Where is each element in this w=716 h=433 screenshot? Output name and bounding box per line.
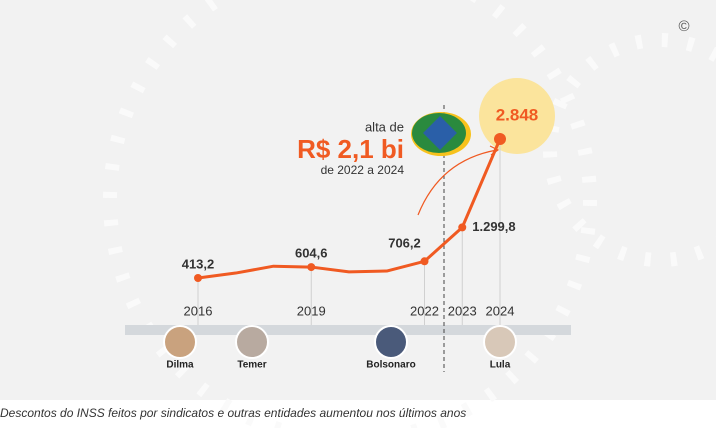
timeline-band (125, 325, 571, 335)
decoration (103, 0, 716, 433)
value-label: 413,2 (182, 256, 215, 271)
annotation-amount: R$ 2,1 bi (297, 134, 404, 164)
x-tick-label: 2019 (297, 303, 326, 318)
annotation: alta de (365, 119, 404, 134)
x-tick-label: 2016 (184, 303, 213, 318)
president-photo (163, 325, 197, 359)
value-label: 1.299,8 (472, 219, 515, 234)
president-photo (483, 325, 517, 359)
arrow (417, 149, 498, 216)
point (420, 257, 429, 266)
point (307, 263, 316, 272)
president-name: Temer (237, 360, 266, 371)
inss-logo (411, 112, 471, 156)
background (0, 0, 716, 400)
president-photo (374, 325, 408, 359)
value-label: 604,6 (295, 246, 328, 261)
x-tick-label: 2023 (448, 303, 477, 318)
point (194, 274, 202, 282)
annotation: de 2022 a 2024 (321, 163, 405, 177)
value-label: 706,2 (388, 236, 421, 251)
x-tick-label: 2024 (486, 303, 515, 318)
caption: Descontos do INSS feitos por sindicatos … (0, 406, 466, 420)
x-tick-label: 2022 (410, 303, 439, 318)
president-name: Bolsonaro (366, 360, 415, 371)
value-label: 2.848 (496, 105, 539, 124)
point (494, 133, 506, 145)
point (458, 223, 467, 232)
line (197, 138, 502, 280)
president-name: Lula (490, 360, 511, 371)
copyright: © (678, 18, 689, 35)
president-name: Dilma (166, 360, 194, 371)
president-photo (235, 325, 269, 359)
